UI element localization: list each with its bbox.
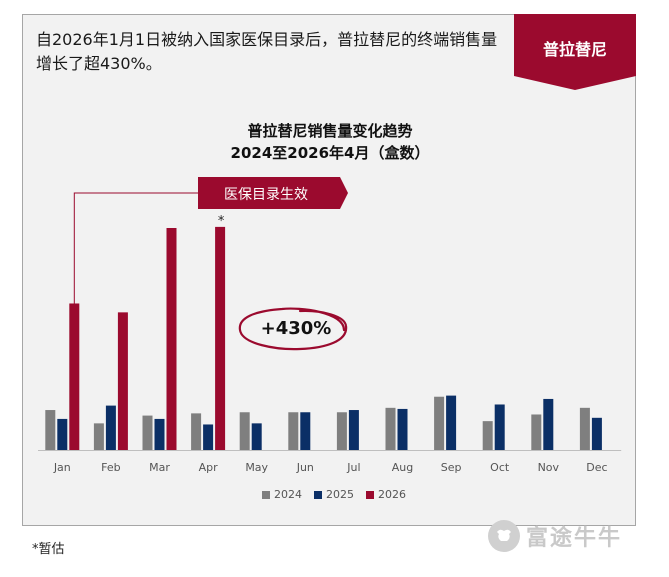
x-tick-label-mar: Mar: [149, 461, 170, 474]
policy-callout-box: [198, 177, 348, 209]
bar-2024-jul: [336, 412, 347, 450]
bar-2025-jun: [300, 412, 311, 450]
bar-2026-feb: [117, 312, 128, 450]
policy-connector-line: [73, 192, 198, 306]
bar-2026-apr: [215, 226, 226, 450]
legend-swatch-2025: [314, 490, 322, 499]
legend-item-2024: 2024: [262, 488, 302, 501]
chart-subtitle: 2024至2026年4月（盒数）: [230, 144, 430, 162]
bar-2024-apr: [191, 413, 202, 450]
headline-text: 自2026年1月1日被纳入国家医保目录后，普拉替尼的终端销售量增长了超430%。: [36, 30, 498, 73]
bar-2024-nov: [531, 414, 542, 450]
bar-2025-nov: [543, 398, 554, 450]
x-tick-label-feb: Feb: [101, 461, 120, 474]
bar-2026-jan: [69, 303, 80, 450]
x-tick-label-aug: Aug: [392, 461, 413, 474]
bar-2024-feb: [93, 423, 104, 450]
bar-2025-feb: [105, 405, 116, 450]
legend-swatch-2024: [262, 490, 270, 499]
chart-title: 普拉替尼销售量变化趋势: [247, 122, 413, 140]
bar-2026-mar: [166, 228, 177, 450]
legend-item-2025: 2025: [314, 488, 354, 501]
legend-label-2024: 2024: [274, 488, 302, 501]
bar-2024-may: [239, 412, 250, 450]
x-tick-label-may: May: [245, 461, 268, 474]
chart-title-block: 普拉替尼销售量变化趋势 2024至2026年4月（盒数）: [160, 120, 500, 164]
bar-2024-sep: [434, 396, 445, 450]
growth-highlight-ellipse: [238, 307, 348, 351]
brand-tag: 普拉替尼: [514, 14, 636, 90]
bar-2025-apr: [203, 424, 214, 450]
brand-tag-label: 普拉替尼: [542, 40, 607, 59]
bull-logo-glyph: [497, 529, 511, 541]
x-tick-label-jan: Jan: [53, 461, 71, 474]
bar-2025-sep: [446, 395, 457, 450]
chart-legend: 2024 2025 2026: [262, 488, 406, 501]
bar-2024-oct: [482, 421, 493, 450]
bar-2024-jun: [288, 412, 299, 450]
footnote: *暂估: [32, 542, 65, 557]
x-tick-label-jun: Jun: [296, 461, 314, 474]
growth-label: +430%: [261, 318, 332, 339]
legend-label-2025: 2025: [326, 488, 354, 501]
x-tick-label-apr: Apr: [199, 461, 219, 474]
bar-2024-jan: [45, 410, 56, 450]
bar-2025-mar: [154, 418, 165, 450]
brand-tag-shape: [514, 14, 636, 90]
legend-label-2026: 2026: [378, 488, 406, 501]
legend-item-2026: 2026: [366, 488, 406, 501]
bar-2025-oct: [494, 404, 505, 450]
bar-2024-mar: [142, 415, 153, 450]
x-tick-label-dec: Dec: [586, 461, 607, 474]
bar-2025-aug: [397, 408, 408, 450]
policy-callout-label: 医保目录生效: [224, 187, 308, 203]
watermark: 富途牛牛: [488, 520, 622, 552]
x-tick-label-sep: Sep: [441, 461, 462, 474]
legend-swatch-2026: [366, 490, 374, 499]
estimate-marker: *: [218, 214, 225, 229]
x-tick-label-oct: Oct: [490, 461, 510, 474]
bar-2024-dec: [579, 407, 590, 450]
bar-2025-dec: [591, 417, 602, 450]
bar-2025-may: [251, 423, 262, 450]
bar-2024-aug: [385, 407, 396, 450]
bar-2025-jan: [57, 418, 68, 450]
bar-2025-jul: [348, 410, 359, 450]
watermark-text: 富途牛牛: [526, 526, 623, 551]
bull-logo-icon: [488, 520, 520, 552]
x-tick-label-nov: Nov: [538, 461, 560, 474]
x-tick-label-jul: Jul: [346, 461, 360, 474]
